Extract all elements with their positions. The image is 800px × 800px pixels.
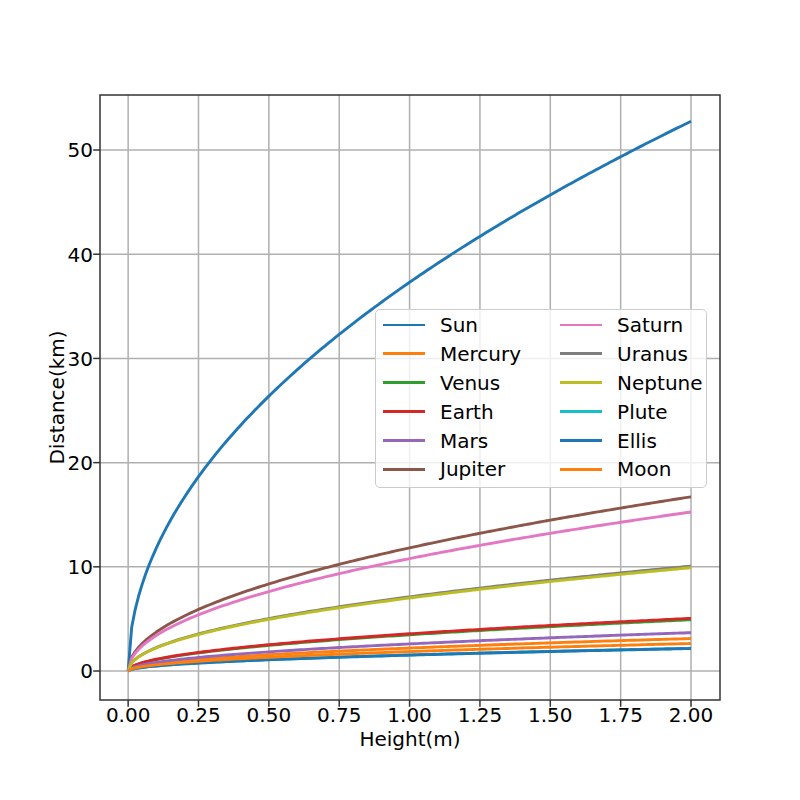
- x-tick-label: 1.50: [528, 703, 573, 727]
- legend-label: Mercury: [440, 344, 521, 364]
- y-tick-label: 10: [68, 555, 93, 579]
- legend-line-sample: [560, 439, 602, 442]
- legend-line-sample: [560, 352, 602, 355]
- x-tick-label: 2.00: [669, 703, 714, 727]
- y-tick-label: 50: [68, 138, 93, 162]
- y-tick-label: 0: [80, 659, 93, 683]
- legend-item-mars: Mars: [383, 431, 521, 451]
- legend-label: Jupiter: [440, 459, 505, 479]
- legend-item-neptune: Neptune: [560, 373, 702, 393]
- legend-line-sample: [560, 324, 602, 327]
- legend-item-sun: Sun: [383, 315, 521, 335]
- legend-item-moon: Moon: [560, 459, 702, 479]
- legend-item-saturn: Saturn: [560, 315, 702, 335]
- legend-line-sample: [383, 324, 425, 327]
- legend-item-mercury: Mercury: [383, 344, 521, 364]
- y-axis-label: Distance(km): [45, 330, 69, 464]
- x-tick-label: 1.25: [458, 703, 503, 727]
- legend-label: Uranus: [617, 344, 688, 364]
- legend-item-ellis: Ellis: [560, 431, 702, 451]
- legend-label: Earth: [440, 402, 494, 422]
- legend-label: Neptune: [617, 373, 702, 393]
- legend-line-sample: [560, 381, 602, 384]
- legend-label: Plute: [617, 402, 667, 422]
- legend-label: Moon: [617, 459, 671, 479]
- y-tick-label: 40: [68, 243, 93, 267]
- figure: 0.00 0.25 0.50 0.75 1.00 1.25 1.50 1.75 2.00 0 10 2…: [0, 0, 800, 800]
- legend-item-earth: Earth: [383, 402, 521, 422]
- x-axis-label: Height(m): [359, 727, 460, 751]
- legend-line-sample: [383, 410, 425, 413]
- legend-label: Saturn: [617, 315, 683, 335]
- x-tick-label: 1.00: [387, 703, 432, 727]
- x-tick-label: 0.25: [176, 703, 221, 727]
- x-tick-label: 0.75: [317, 703, 362, 727]
- legend-label: Sun: [440, 315, 478, 335]
- x-tick-label: 0.50: [247, 703, 292, 727]
- legend-line-sample: [383, 381, 425, 384]
- legend-line-sample: [383, 352, 425, 355]
- legend: Sun Mercury Venus Earth Mars Jupiter Sat…: [375, 309, 707, 488]
- legend-label: Venus: [440, 373, 500, 393]
- legend-item-uranus: Uranus: [560, 344, 702, 364]
- legend-item-plute: Plute: [560, 402, 702, 422]
- y-tick-label: 30: [68, 347, 93, 371]
- legend-item-jupiter: Jupiter: [383, 459, 521, 479]
- legend-line-sample: [560, 468, 602, 471]
- legend-line-sample: [383, 468, 425, 471]
- x-tick-label: 0.00: [106, 703, 151, 727]
- y-tick-label: 20: [68, 451, 93, 475]
- legend-line-sample: [560, 410, 602, 413]
- legend-label: Mars: [440, 431, 488, 451]
- legend-item-venus: Venus: [383, 373, 521, 393]
- x-tick-label: 1.75: [598, 703, 643, 727]
- legend-line-sample: [383, 439, 425, 442]
- legend-label: Ellis: [617, 431, 657, 451]
